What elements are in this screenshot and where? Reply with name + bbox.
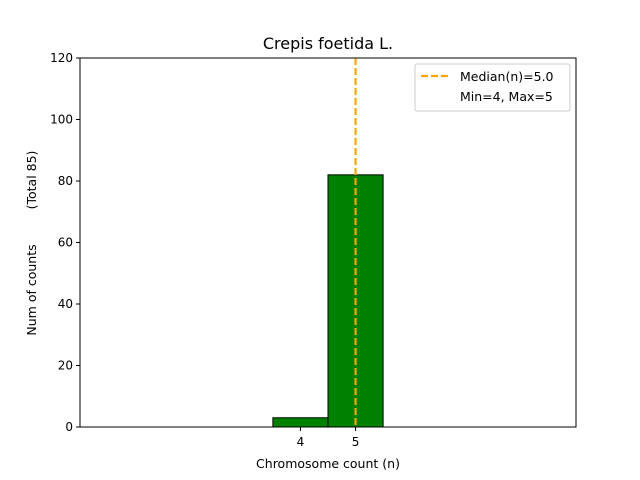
x-tick-label-4: 4	[297, 435, 305, 449]
legend: Median(n)=5.0 Min=4, Max=5	[414, 63, 571, 112]
y-tick-label-80: 80	[58, 174, 73, 188]
y-axis-ticks: 0 20 40 60 80 100 120	[50, 51, 80, 434]
y-tick-label-40: 40	[58, 297, 73, 311]
y-tick-label-100: 100	[50, 113, 73, 127]
y-axis-total-label: (Total 85)	[24, 151, 39, 210]
y-tick-label-60: 60	[58, 236, 73, 250]
y-tick-label-0: 0	[65, 420, 73, 434]
y-axis-label: Num of counts	[24, 244, 39, 335]
bars-group	[272, 174, 384, 428]
x-axis-label: Chromosome count (n)	[256, 456, 400, 471]
y-tick-label-120: 120	[50, 51, 73, 65]
legend-median-label: Median(n)=5.0	[460, 69, 554, 84]
x-tick-label-5: 5	[352, 435, 360, 449]
chart-title: Crepis foetida L.	[263, 34, 393, 53]
y-tick-label-20: 20	[58, 359, 73, 373]
legend-range-label: Min=4, Max=5	[460, 89, 553, 104]
legend-box	[414, 63, 571, 112]
bar-4	[272, 417, 329, 428]
